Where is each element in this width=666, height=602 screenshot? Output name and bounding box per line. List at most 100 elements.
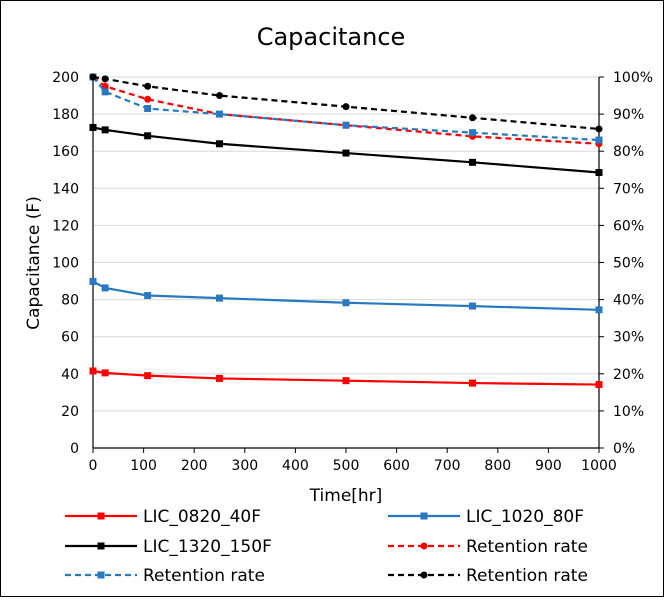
x-tick-label: 300 <box>231 458 258 474</box>
tick-labels: 0 20 40 60 80 100 120 140 160 180 200 0% 10% 20% 30% 40… <box>52 70 653 474</box>
legend-marker <box>97 512 105 520</box>
data-point <box>144 292 152 300</box>
legend-item: Retention rate <box>65 566 265 586</box>
gridlines <box>93 76 599 412</box>
data-point <box>216 140 223 148</box>
y2-tick-label: 10% <box>613 404 644 420</box>
legend-marker <box>420 512 428 520</box>
data-point <box>144 105 152 113</box>
series-2 <box>89 277 603 314</box>
legend-label: LIC_0820_40F <box>143 507 261 527</box>
data-point <box>144 372 152 380</box>
y-tick-label: 180 <box>52 107 79 123</box>
legend-label: Retention rate <box>466 566 588 586</box>
data-point <box>216 92 223 100</box>
x-tick-label: 500 <box>333 458 360 474</box>
data-point <box>595 169 603 177</box>
legend-label: LIC_1320_150F <box>143 537 272 557</box>
y-tick-label: 40 <box>61 367 79 383</box>
series-6 <box>89 73 603 133</box>
y-tick-label: 0 <box>70 441 79 457</box>
legend-marker <box>420 571 428 579</box>
data-point <box>144 132 152 140</box>
data-point <box>342 377 350 385</box>
y2-tick-label: 60% <box>613 218 644 234</box>
legend-marker <box>420 542 428 550</box>
data-point <box>342 149 350 157</box>
data-point <box>342 299 350 307</box>
x-tick-label: 400 <box>282 458 309 474</box>
data-point <box>469 379 476 387</box>
x-tick-label: 100 <box>130 458 157 474</box>
x-tick-label: 800 <box>484 458 511 474</box>
x-tick-label: 0 <box>89 458 98 474</box>
legend-item: Retention rate <box>388 566 588 586</box>
axes <box>92 76 604 453</box>
y-tick-label: 60 <box>61 330 79 346</box>
data-point <box>216 374 223 382</box>
y2-tick-label: 70% <box>613 181 644 197</box>
data-point <box>89 367 97 375</box>
legend-item: Retention rate <box>388 537 588 557</box>
x-tick-label: 1000 <box>581 458 617 474</box>
data-point <box>101 126 109 134</box>
legend-item: LIC_0820_40F <box>65 507 261 527</box>
legend-label: Retention rate <box>143 566 265 586</box>
y2-tick-label: 20% <box>613 367 644 383</box>
legend-item: LIC_1320_150F <box>65 537 272 557</box>
data-point <box>89 73 97 81</box>
data-point <box>595 136 603 144</box>
legend-marker <box>97 542 105 550</box>
data-point <box>216 294 223 302</box>
x-tick-label: 900 <box>535 458 562 474</box>
data-point <box>342 121 350 129</box>
data-point <box>469 114 476 122</box>
y-tick-label: 160 <box>52 144 79 160</box>
x-tick-label: 700 <box>434 458 461 474</box>
y2-tick-label: 100% <box>613 70 653 86</box>
series-layer <box>89 73 603 389</box>
y-tick-label: 200 <box>52 70 79 86</box>
y-tick-label: 140 <box>52 181 79 197</box>
y-tick-label: 100 <box>52 256 79 272</box>
data-point <box>595 125 603 133</box>
legend-label: LIC_1020_80F <box>466 507 584 527</box>
legend-item: LIC_1020_80F <box>388 507 584 527</box>
x-axis-label: Time[hr] <box>309 486 383 506</box>
series-1 <box>89 367 603 389</box>
data-point <box>144 82 152 90</box>
data-point <box>342 103 350 111</box>
series-line <box>92 76 600 145</box>
data-point <box>216 110 223 118</box>
data-point <box>89 277 97 285</box>
y2-tick-label: 50% <box>613 256 644 272</box>
data-point <box>101 369 109 377</box>
legend: LIC_0820_40F LIC_1020_80F LIC_1320_150F Ret… <box>65 507 588 586</box>
data-point <box>469 158 476 166</box>
data-point <box>101 88 109 96</box>
data-point <box>144 95 152 103</box>
series-3 <box>89 123 603 177</box>
y2-tick-label: 90% <box>613 107 644 123</box>
y-axis-label: Capacitance (F) <box>24 196 44 330</box>
x-tick-label: 600 <box>383 458 410 474</box>
data-point <box>89 123 97 131</box>
data-point <box>595 306 603 314</box>
legend-label: Retention rate <box>466 537 588 557</box>
data-point <box>469 129 476 137</box>
y2-tick-label: 30% <box>613 330 644 346</box>
legend-marker <box>97 571 105 579</box>
x-tick-label: 200 <box>181 458 208 474</box>
data-point <box>595 381 603 389</box>
data-point <box>101 75 109 83</box>
y2-tick-label: 40% <box>613 293 644 309</box>
y2-tick-label: 0% <box>613 441 635 457</box>
y-tick-label: 20 <box>61 404 79 420</box>
data-point <box>101 284 109 292</box>
chart-title: Capacitance <box>257 23 406 51</box>
y-tick-label: 80 <box>61 293 79 309</box>
y2-tick-label: 80% <box>613 144 644 160</box>
data-point <box>469 302 476 310</box>
